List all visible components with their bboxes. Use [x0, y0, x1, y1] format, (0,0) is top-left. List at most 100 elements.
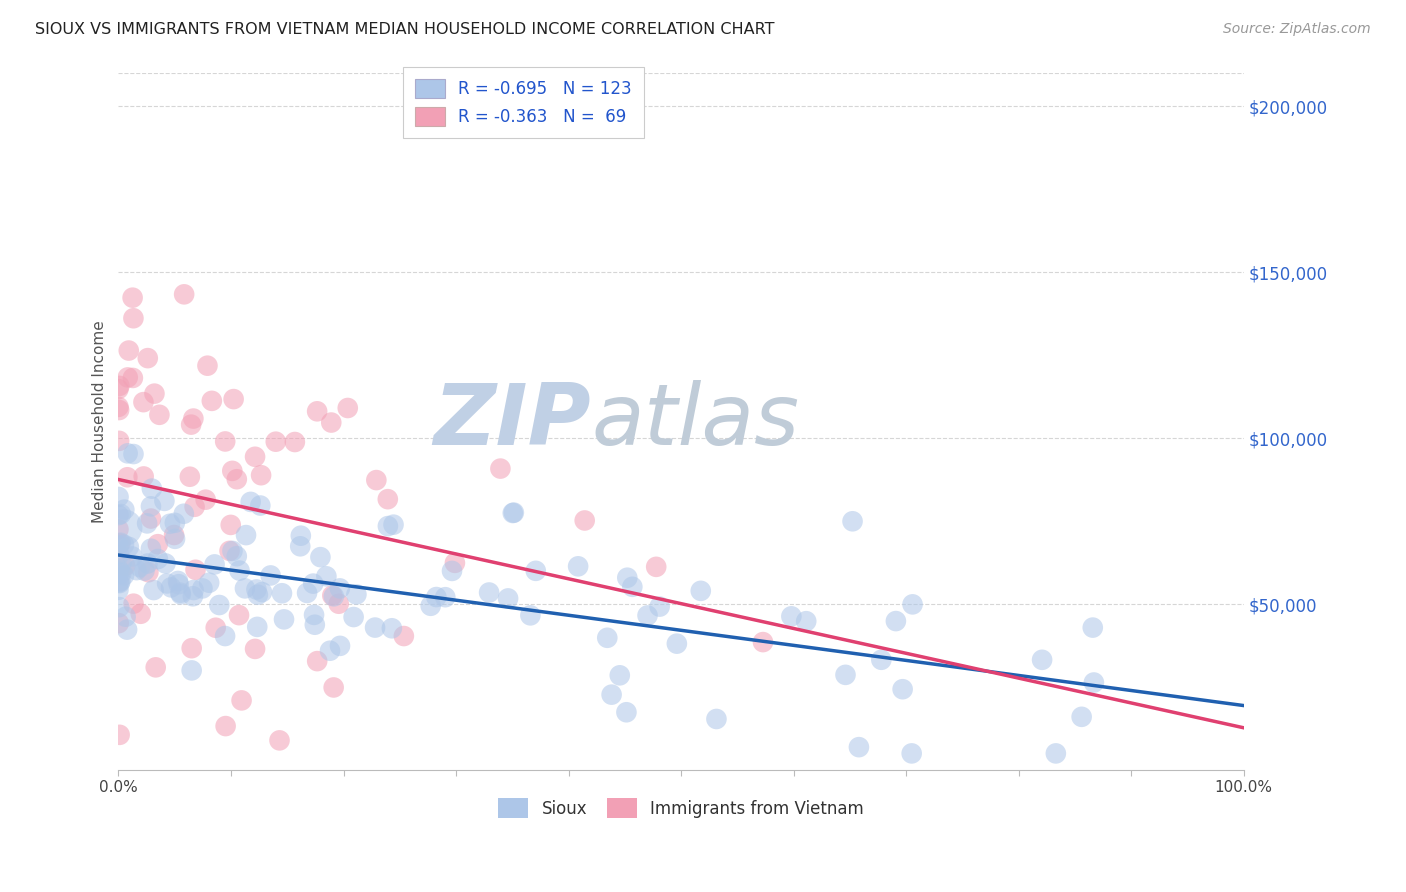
- Point: [489, 461, 512, 475]
- Point: [884, 614, 907, 628]
- Point: [201, 393, 224, 408]
- Point: [616, 571, 638, 585]
- Text: ZIP: ZIP: [433, 380, 591, 463]
- Point: [249, 499, 271, 513]
- Point: [377, 492, 399, 507]
- Point: [302, 576, 325, 591]
- Point: [524, 564, 547, 578]
- Point: [167, 574, 190, 588]
- Point: [322, 590, 344, 604]
- Point: [243, 450, 266, 464]
- Point: [197, 359, 219, 373]
- Point: [214, 629, 236, 643]
- Point: [419, 599, 441, 613]
- Point: [214, 434, 236, 449]
- Point: [129, 607, 152, 621]
- Point: [319, 644, 342, 658]
- Point: [780, 609, 803, 624]
- Point: [110, 556, 132, 570]
- Point: [112, 521, 135, 535]
- Point: [228, 608, 250, 623]
- Point: [204, 558, 226, 572]
- Point: [1031, 653, 1053, 667]
- Point: [322, 681, 344, 695]
- Point: [246, 588, 269, 602]
- Point: [107, 538, 129, 552]
- Point: [183, 411, 205, 425]
- Point: [425, 590, 447, 604]
- Point: [146, 552, 169, 566]
- Point: [125, 563, 148, 577]
- Point: [621, 580, 644, 594]
- Point: [155, 557, 177, 571]
- Point: [689, 583, 711, 598]
- Point: [328, 597, 350, 611]
- Point: [117, 470, 139, 484]
- Point: [637, 608, 659, 623]
- Point: [148, 408, 170, 422]
- Point: [114, 558, 136, 573]
- Point: [273, 612, 295, 626]
- Point: [198, 575, 221, 590]
- Point: [329, 639, 352, 653]
- Point: [107, 382, 129, 396]
- Point: [146, 537, 169, 551]
- Point: [321, 416, 343, 430]
- Point: [269, 733, 291, 747]
- Point: [122, 371, 145, 385]
- Point: [834, 668, 856, 682]
- Point: [841, 514, 863, 528]
- Point: [329, 582, 352, 596]
- Point: [307, 404, 329, 418]
- Point: [1070, 710, 1092, 724]
- Point: [121, 549, 143, 564]
- Point: [108, 434, 131, 448]
- Point: [132, 395, 155, 409]
- Point: [107, 400, 129, 414]
- Point: [108, 565, 131, 579]
- Point: [307, 654, 329, 668]
- Point: [900, 747, 922, 761]
- Point: [107, 582, 129, 597]
- Point: [110, 566, 132, 581]
- Point: [214, 719, 236, 733]
- Point: [108, 379, 131, 393]
- Point: [600, 688, 623, 702]
- Point: [315, 569, 337, 583]
- Point: [163, 516, 186, 530]
- Point: [309, 550, 332, 565]
- Point: [142, 582, 165, 597]
- Point: [160, 580, 183, 594]
- Point: [596, 631, 619, 645]
- Point: [191, 582, 214, 596]
- Point: [434, 591, 457, 605]
- Y-axis label: Median Household Income: Median Household Income: [93, 320, 107, 523]
- Point: [665, 637, 688, 651]
- Point: [145, 660, 167, 674]
- Point: [567, 559, 589, 574]
- Text: Source: ZipAtlas.com: Source: ZipAtlas.com: [1223, 22, 1371, 37]
- Point: [901, 598, 924, 612]
- Point: [139, 541, 162, 556]
- Point: [108, 403, 131, 417]
- Point: [609, 668, 631, 682]
- Point: [235, 528, 257, 542]
- Point: [752, 635, 775, 649]
- Point: [616, 705, 638, 719]
- Point: [183, 582, 205, 597]
- Point: [444, 556, 467, 570]
- Point: [336, 401, 359, 415]
- Point: [382, 517, 405, 532]
- Point: [180, 664, 202, 678]
- Point: [136, 351, 159, 365]
- Point: [184, 563, 207, 577]
- Point: [392, 629, 415, 643]
- Point: [377, 519, 399, 533]
- Point: [204, 621, 226, 635]
- Point: [115, 623, 138, 637]
- Point: [139, 511, 162, 525]
- Point: [706, 712, 728, 726]
- Point: [173, 287, 195, 301]
- Point: [179, 469, 201, 483]
- Point: [170, 587, 193, 601]
